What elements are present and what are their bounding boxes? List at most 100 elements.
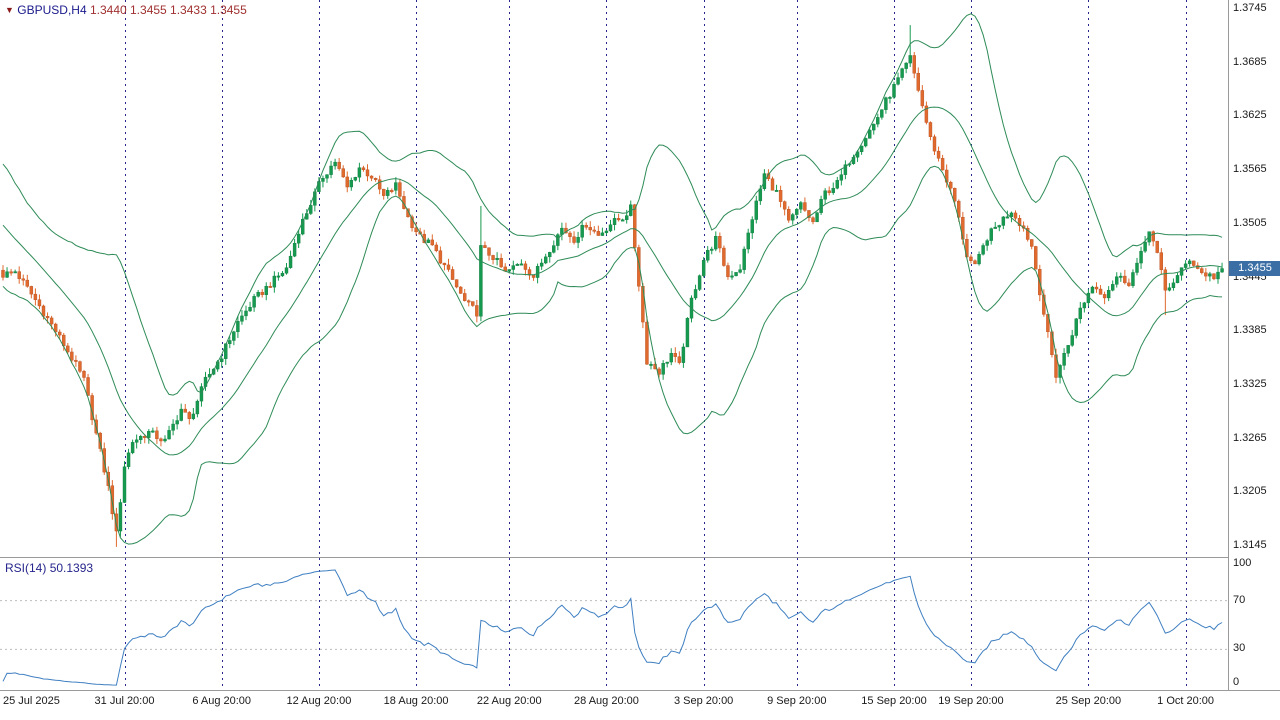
candle-body (1115, 276, 1119, 285)
candle-body (758, 188, 763, 202)
candle-body (1082, 302, 1087, 309)
date-label: 19 Sep 20:00 (938, 695, 1004, 707)
candle-body (730, 275, 734, 278)
candle-body (600, 232, 605, 236)
price-tick-label: 1.3505 (1233, 216, 1267, 229)
candle-body (523, 263, 528, 270)
candle-body (377, 179, 382, 190)
candle-body (151, 430, 155, 433)
candle-body (669, 353, 673, 363)
candle-body (228, 340, 232, 344)
candle-body (53, 323, 58, 333)
rsi-level-label: 70 (1233, 593, 1246, 606)
time-axis[interactable]: 25 Jul 2025 31 Jul 20:00 6 Aug 20:00 12 Aug… (0, 690, 1280, 720)
price-tick-label: 1.3385 (1233, 324, 1267, 337)
candle-body (714, 236, 718, 250)
candle-body (58, 331, 62, 336)
candle-body (940, 158, 945, 171)
candle-body (531, 274, 536, 278)
candle-body (349, 180, 353, 188)
candle-body (957, 200, 961, 218)
candle-body (572, 236, 576, 243)
candle-body (1187, 260, 1192, 265)
rsi-level-label: 30 (1233, 642, 1246, 655)
date-label: 9 Sep 20:00 (767, 695, 827, 707)
candle-body (604, 230, 609, 234)
candle-body (774, 190, 779, 192)
candle-body (45, 316, 50, 319)
candle-body (811, 217, 815, 223)
symbol-title: GBPUSD,H4 (17, 3, 87, 17)
candle-body (843, 164, 848, 175)
candle-body (487, 247, 491, 256)
candle-body (118, 502, 123, 532)
candle-body (491, 255, 495, 260)
candle-body (147, 431, 151, 438)
candle-body (499, 258, 503, 268)
candle-body (876, 117, 880, 125)
candle-body (296, 233, 301, 244)
main-chart-canvas[interactable] (0, 0, 1228, 557)
candle-body (584, 224, 588, 228)
candle-body (576, 237, 580, 243)
rsi-line (2, 569, 1223, 686)
candle-body (41, 305, 46, 317)
candle-body (1029, 239, 1034, 247)
candle-body (863, 138, 868, 147)
candle-body (252, 296, 256, 308)
bollinger-upper-line (2, 13, 1223, 396)
candle-body (280, 272, 285, 277)
price-axis[interactable]: 1.3745 1.3685 1.3625 1.3565 1.3505 1.3445 1.33… (1228, 0, 1280, 690)
rsi-chart-canvas[interactable] (0, 558, 1228, 690)
candle-body (13, 271, 17, 274)
candle-body (122, 466, 127, 503)
candle-body (329, 165, 333, 175)
candle-body (912, 55, 916, 74)
candle-body (1005, 216, 1010, 219)
candle-body (495, 258, 499, 260)
candle-body (390, 190, 394, 192)
bollinger-middle-line (2, 106, 1223, 456)
candle-body (888, 96, 892, 99)
candle-body (625, 215, 629, 220)
candle-body (1208, 273, 1212, 277)
candle-body (276, 275, 281, 278)
candle-body (1066, 345, 1070, 354)
candle-body (434, 244, 439, 251)
candle-body (710, 248, 714, 251)
candle-body (1106, 290, 1111, 299)
date-label: 15 Sep 20:00 (861, 695, 927, 707)
candle-body (831, 188, 835, 193)
candle-body (920, 90, 925, 107)
candle-body (86, 377, 90, 396)
candle-body (458, 286, 463, 294)
candle-body (333, 161, 337, 167)
price-tick-label: 1.3145 (1233, 539, 1267, 551)
candle-body (284, 267, 289, 274)
candle-body (1143, 241, 1147, 252)
candle-body (1183, 263, 1188, 268)
date-label: 18 Aug 20:00 (383, 695, 449, 707)
candle-body (1147, 231, 1151, 243)
candle-body (199, 386, 204, 402)
candle-body (868, 129, 872, 139)
candle-body (442, 262, 447, 266)
candle-body (556, 234, 560, 246)
candle-body (900, 68, 904, 78)
date-label: 3 Sep 20:00 (673, 695, 734, 707)
candle-body (373, 178, 378, 180)
candle-body (989, 228, 993, 241)
candle-body (706, 250, 710, 261)
candle-body (268, 285, 272, 288)
candle-body (301, 219, 305, 235)
candle-body (580, 224, 584, 238)
candle-body (839, 174, 844, 181)
candle-body (726, 265, 730, 278)
candle-body (1074, 318, 1078, 336)
candle-body (386, 190, 390, 196)
candle-body (519, 263, 524, 266)
candle-body (539, 262, 544, 267)
panel-separator[interactable] (0, 557, 1280, 558)
candle-body (1098, 288, 1103, 295)
candle-body (130, 442, 135, 454)
